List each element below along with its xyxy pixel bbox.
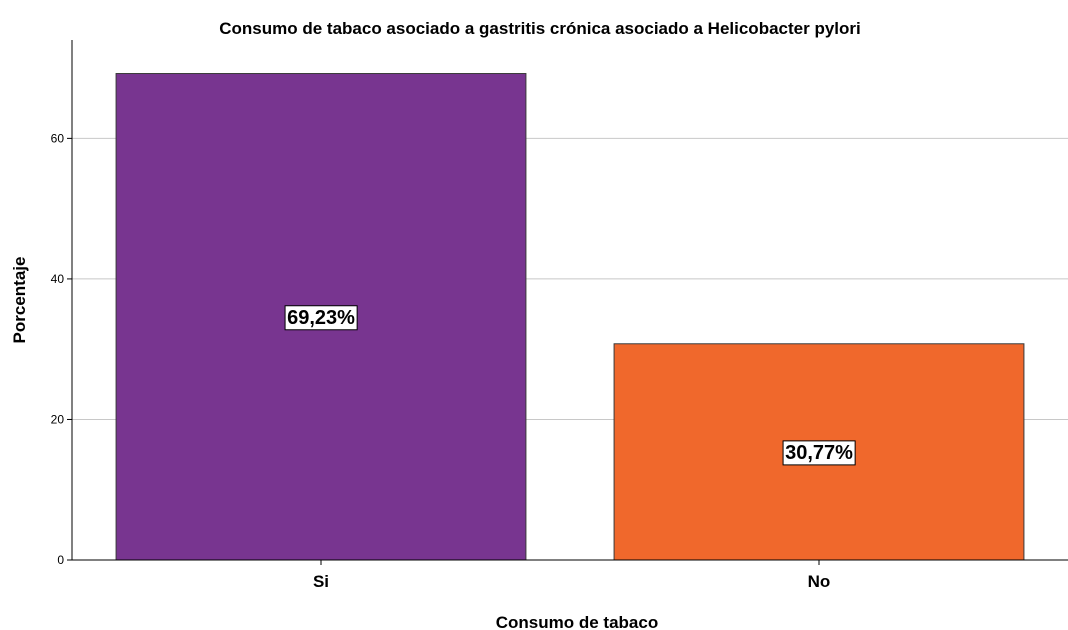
bars — [115, 73, 1025, 561]
x-tick-label: No — [808, 572, 831, 591]
data-label-box — [782, 440, 856, 466]
x-tick-label: Si — [313, 572, 329, 591]
chart-title: Consumo de tabaco asociado a gastritis c… — [219, 19, 860, 38]
x-ticks: Si No — [313, 560, 830, 591]
data-label-text: 69,23% — [287, 307, 355, 329]
y-ticks: 0 20 40 60 — [51, 131, 72, 567]
y-tick-label: 20 — [51, 412, 65, 426]
data-label-si: 69,23% — [284, 305, 358, 331]
data-label-no: 30,77% — [782, 440, 856, 466]
data-label-box — [284, 305, 358, 331]
data-labels: 69,23% 30,77% — [284, 305, 856, 466]
y-tick-label: 40 — [51, 272, 65, 286]
x-axis-title: Consumo de tabaco — [496, 613, 658, 630]
y-tick-label: 0 — [57, 553, 64, 567]
y-axis-title: Porcentaje — [10, 257, 29, 344]
data-label-text: 30,77% — [785, 442, 853, 464]
y-tick-label: 60 — [51, 131, 65, 145]
